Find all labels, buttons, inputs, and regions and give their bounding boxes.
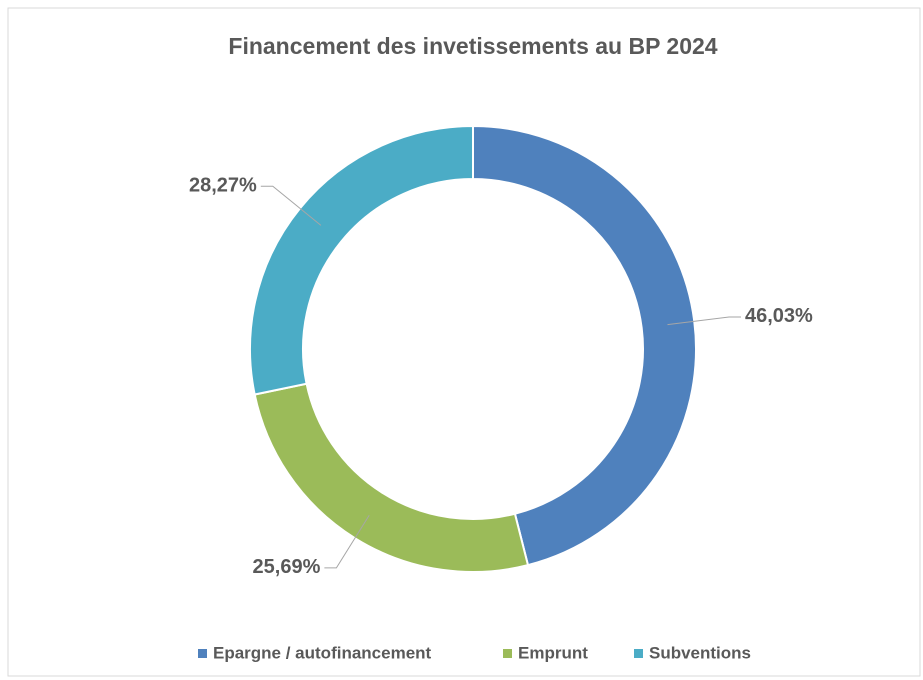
chart-border (7, 7, 921, 677)
leader-line (260, 185, 322, 226)
legend-swatch (198, 649, 207, 658)
legend-label: Subventions (649, 643, 751, 662)
legend-label: Emprunt (518, 643, 588, 662)
donut-segment (249, 124, 474, 396)
data-label: 46,03% (745, 305, 813, 327)
legend-label: Epargne / autofinancement (213, 643, 432, 662)
legend-swatch (634, 649, 643, 658)
data-label: 25,69% (253, 556, 321, 578)
leader-line (324, 515, 370, 569)
legend-swatch (503, 649, 512, 658)
donut-segment (472, 124, 697, 567)
chart-title: Financement des invetissements au BP 202… (228, 33, 717, 59)
leader-line (667, 316, 742, 326)
data-label: 28,27% (189, 175, 257, 197)
